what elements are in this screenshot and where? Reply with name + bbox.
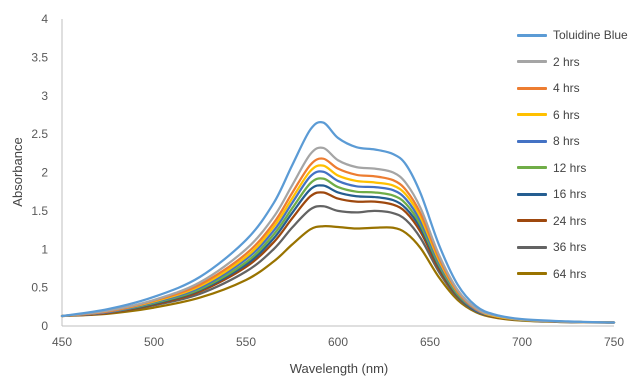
y-tick-label: 3.5 — [31, 50, 48, 64]
series-line-toluidine-blue — [60, 120, 616, 324]
legend-label: 2 hrs — [553, 54, 580, 69]
legend-swatch — [517, 272, 547, 276]
x-tick-label: 550 — [236, 335, 256, 349]
legend-item: 6 hrs — [517, 102, 640, 129]
legend-swatch — [517, 113, 547, 117]
y-tick-label: 2 — [41, 166, 48, 180]
legend-swatch — [517, 86, 547, 90]
legend-swatch — [517, 219, 547, 223]
x-axis-ticks: 450 500 550 600 650 700 750 — [52, 335, 624, 349]
x-tick-label: 600 — [328, 335, 348, 349]
legend-swatch — [517, 192, 547, 196]
y-tick-label: 4 — [41, 12, 48, 26]
axes — [61, 19, 614, 327]
legend-label: 6 hrs — [553, 107, 580, 122]
y-tick-label: 2.5 — [31, 127, 48, 141]
legend-swatch — [517, 245, 547, 249]
legend-item: 4 hrs — [517, 75, 640, 102]
legend-item: Toluidine Blue — [517, 22, 640, 49]
series-group — [60, 120, 616, 324]
y-axis-title: Absorbance — [10, 137, 25, 206]
legend-label: 64 hrs — [553, 266, 587, 281]
x-tick-label: 450 — [52, 335, 72, 349]
series-line-2-hrs — [60, 146, 616, 324]
legend-label: 4 hrs — [553, 81, 580, 96]
x-tick-label: 650 — [420, 335, 440, 349]
legend-swatch — [517, 33, 547, 37]
y-axis-ticks: 0 0.5 1 1.5 2 2.5 3 3.5 4 — [31, 12, 48, 333]
y-tick-label: 1 — [41, 242, 48, 256]
legend-item: 2 hrs — [517, 49, 640, 76]
y-tick-label: 0.5 — [31, 281, 48, 295]
x-tick-label: 750 — [604, 335, 624, 349]
legend-swatch — [517, 166, 547, 170]
legend-item: 64 hrs — [517, 261, 640, 288]
y-tick-label: 3 — [41, 89, 48, 103]
legend-item: 12 hrs — [517, 155, 640, 182]
legend-label: 16 hrs — [553, 187, 587, 202]
x-tick-label: 700 — [512, 335, 532, 349]
legend-swatch — [517, 139, 547, 143]
y-tick-label: 0 — [41, 319, 48, 333]
legend-item: 16 hrs — [517, 181, 640, 208]
legend-label: 36 hrs — [553, 240, 587, 255]
legend-item: 36 hrs — [517, 234, 640, 261]
legend-label: Toluidine Blue — [553, 28, 628, 43]
legend-label: 24 hrs — [553, 213, 587, 228]
legend: Toluidine Blue 2 hrs 4 hrs 6 hrs 8 hrs 12 hrs… — [517, 22, 640, 287]
y-tick-label: 1.5 — [31, 204, 48, 218]
legend-swatch — [517, 60, 547, 64]
legend-item: 8 hrs — [517, 128, 640, 155]
x-axis-title: Wavelength (nm) — [290, 361, 389, 376]
x-tick-label: 500 — [144, 335, 164, 349]
legend-item: 24 hrs — [517, 208, 640, 235]
legend-label: 12 hrs — [553, 160, 587, 175]
legend-label: 8 hrs — [553, 134, 580, 149]
